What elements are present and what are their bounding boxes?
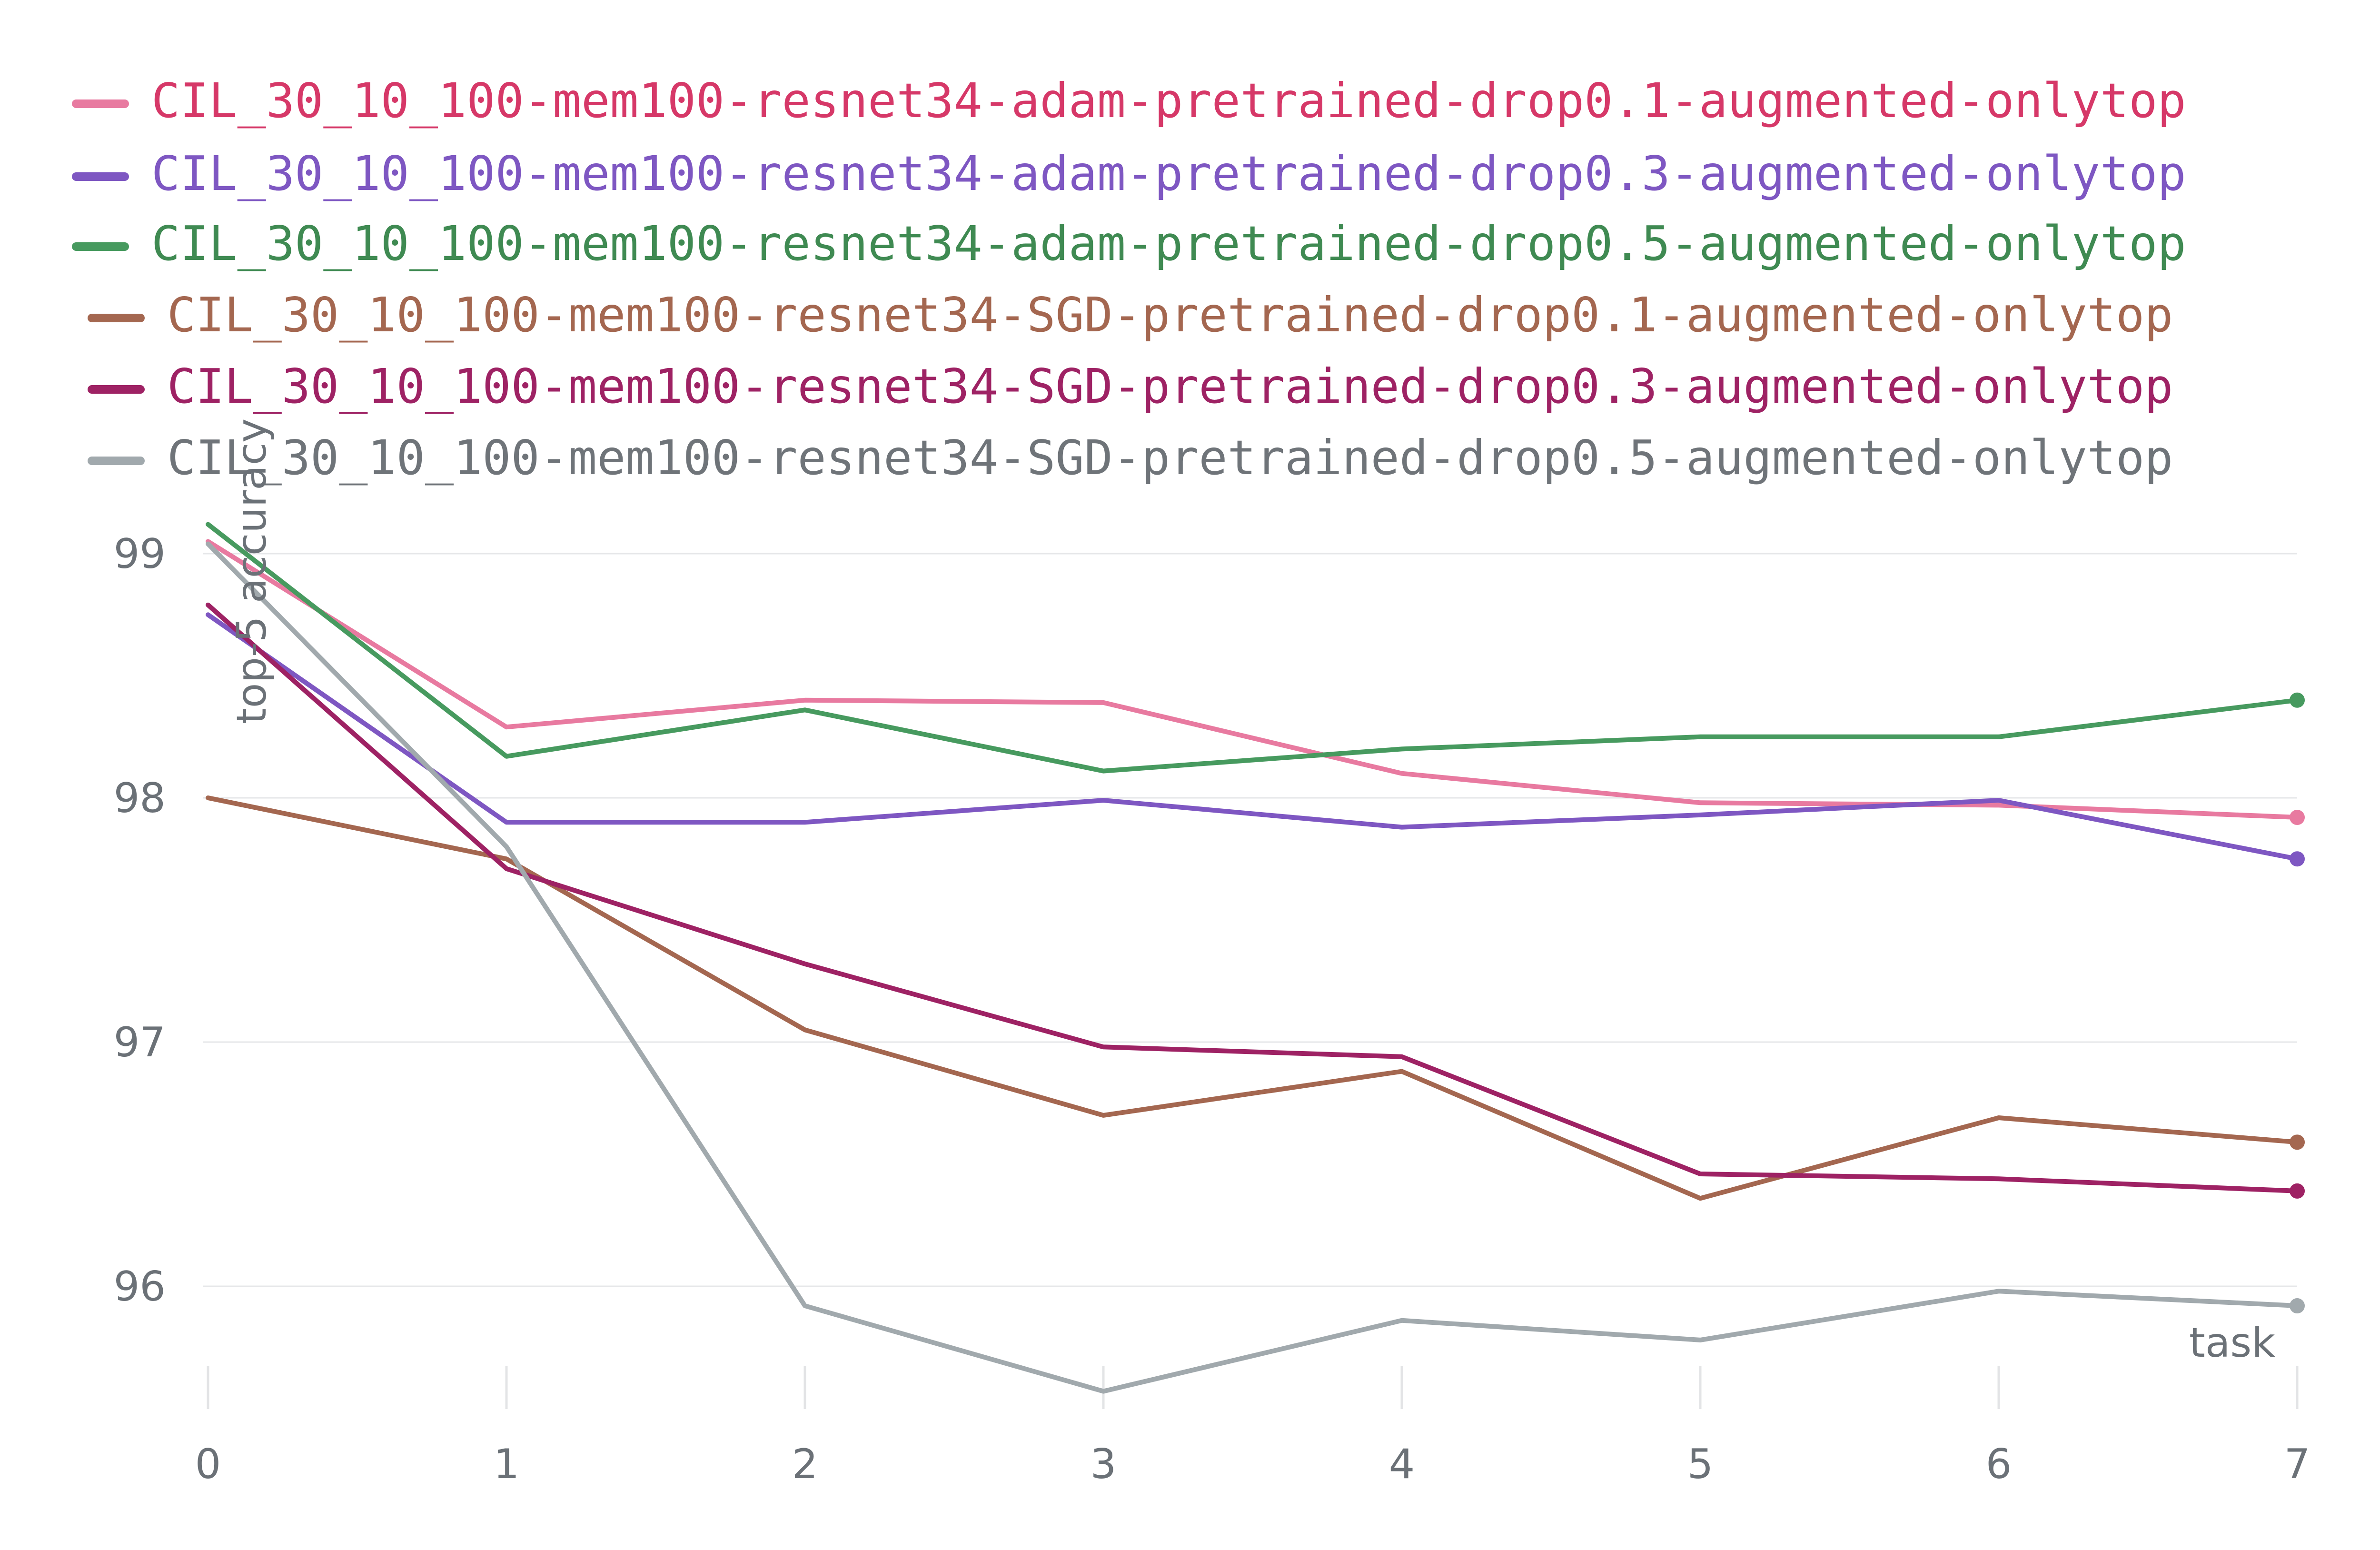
x-tick-label: 1 — [494, 1441, 520, 1488]
x-axis-label: task — [2189, 1319, 2275, 1367]
y-tick-label: 96 — [114, 1263, 166, 1311]
y-tick-label: 99 — [114, 530, 166, 578]
legend-item[interactable]: CIL_30_10_100-mem100-resnet34-SGD-pretra… — [88, 287, 2173, 343]
legend-item[interactable]: CIL_30_10_100-mem100-resnet34-adam-pretr… — [72, 146, 2186, 201]
x-tick-label: 0 — [195, 1441, 221, 1488]
series-endpoint-3 — [2290, 1134, 2305, 1150]
legend-label: CIL_30_10_100-mem100-resnet34-adam-pretr… — [151, 146, 2186, 201]
y-tick-label: 98 — [114, 775, 166, 822]
series-end-points — [2290, 692, 2305, 1314]
series-endpoint-2 — [2290, 692, 2305, 708]
x-tick-label: 4 — [1389, 1441, 1415, 1488]
x-tick-label: 3 — [1091, 1441, 1117, 1488]
legend-item[interactable]: CIL_30_10_100-mem100-resnet34-SGD-pretra… — [88, 358, 2173, 414]
y-axis-tick-labels: 96 97 98 99 — [114, 530, 166, 1311]
x-axis-tick-labels: 0 1 2 3 4 5 6 7 — [195, 1441, 2311, 1488]
series-line-3 — [206, 795, 2300, 1201]
x-tick-label: 2 — [792, 1441, 818, 1488]
legend-item[interactable]: CIL_30_10_100-mem100-resnet34-SGD-pretra… — [88, 430, 2173, 486]
series-line-5 — [206, 541, 2300, 1394]
series-endpoint-0 — [2290, 810, 2305, 825]
series-lines — [206, 522, 2300, 1394]
x-axis-ticks — [207, 1366, 2299, 1409]
x-tick-label: 7 — [2284, 1441, 2311, 1488]
series-line-0 — [206, 539, 2300, 820]
series-endpoint-4 — [2290, 1183, 2305, 1199]
x-tick-label: 5 — [1687, 1441, 1714, 1488]
gridlines — [203, 553, 2297, 1287]
legend-label: CIL_30_10_100-mem100-resnet34-adam-pretr… — [151, 73, 2186, 129]
legend-label: CIL_30_10_100-mem100-resnet34-SGD-pretra… — [167, 287, 2173, 343]
legend-item[interactable]: CIL_30_10_100-mem100-resnet34-adam-pretr… — [72, 73, 2186, 129]
series-line-4 — [206, 602, 2300, 1193]
y-axis-label: top-5 accuracy — [228, 418, 276, 724]
legend-label: CIL_30_10_100-mem100-resnet34-SGD-pretra… — [167, 358, 2173, 414]
x-tick-label: 6 — [1986, 1441, 2012, 1488]
series-line-2 — [206, 522, 2300, 774]
y-tick-label: 97 — [114, 1019, 166, 1066]
legend-label: CIL_30_10_100-mem100-resnet34-SGD-pretra… — [167, 430, 2173, 486]
legend-label: CIL_30_10_100-mem100-resnet34-adam-pretr… — [151, 216, 2186, 271]
series-endpoint-1 — [2290, 851, 2305, 867]
series-endpoint-5 — [2290, 1298, 2305, 1314]
legend[interactable]: CIL_30_10_100-mem100-resnet34-adam-pretr… — [72, 73, 2186, 486]
series-line-1 — [206, 612, 2300, 862]
legend-item[interactable]: CIL_30_10_100-mem100-resnet34-adam-pretr… — [72, 216, 2186, 271]
